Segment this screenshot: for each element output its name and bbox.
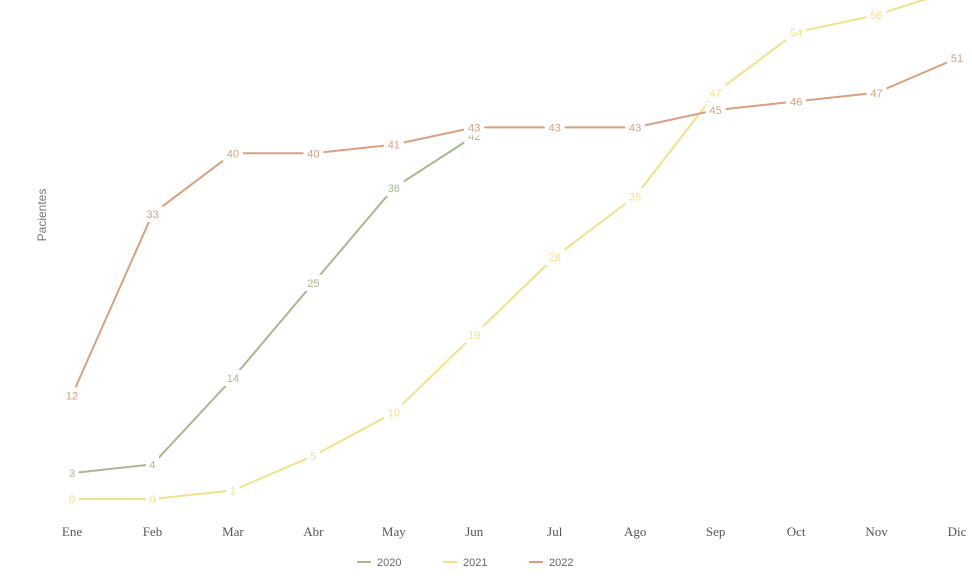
- data-label-2021-mar: 1: [230, 485, 236, 497]
- data-label-bg: [866, 84, 887, 101]
- x-axis-ticks: Ene Feb Mar Abr May Jun Jul Ago Sep Oct Nov Dic: [62, 524, 967, 539]
- data-label-2022-abr: 40: [307, 148, 319, 160]
- data-label-bg: [303, 274, 324, 291]
- x-tick-ago: Ago: [624, 524, 646, 539]
- legend-label-2022: 2022: [549, 557, 573, 569]
- data-label-bg: [303, 145, 324, 162]
- series-line-2022: [71, 57, 958, 397]
- data-label-bg: [142, 205, 163, 222]
- data-label-bg: [65, 491, 79, 507]
- data-label-bg: [383, 136, 404, 153]
- data-label-bg: [705, 84, 726, 101]
- data-label-bg: [866, 7, 887, 23]
- series-line-2021: [71, 0, 927, 500]
- x-tick-dic: Dic: [948, 524, 967, 539]
- data-label-bg: [786, 24, 807, 41]
- x-tick-jul: Jul: [547, 524, 563, 539]
- data-label-bg: [544, 249, 565, 265]
- legend-label-2020: 2020: [377, 557, 401, 569]
- data-label-2022-dic: 51: [951, 53, 963, 65]
- data-label-bg: [145, 491, 159, 507]
- y-axis-label: Pacientes: [35, 189, 49, 242]
- legend-label-2021: 2021: [463, 557, 487, 569]
- data-label-2020-abr: 25: [307, 278, 319, 290]
- data-label-bg: [222, 145, 243, 162]
- data-label-bg: [464, 119, 485, 136]
- data-label-2021-oct: 54: [790, 27, 802, 39]
- data-label-bg: [222, 370, 243, 386]
- data-label-bg: [625, 119, 646, 136]
- data-label-bg: [786, 93, 807, 110]
- data-label-2021-ago: 35: [629, 192, 641, 204]
- data-label-2022-mar: 40: [227, 148, 239, 160]
- data-label-2020-mar: 14: [227, 373, 239, 385]
- data-label-2022-oct: 46: [790, 96, 802, 108]
- data-label-2022-jul: 43: [549, 122, 561, 134]
- data-label-2021-ene: 0: [69, 494, 75, 506]
- x-tick-oct: Oct: [787, 524, 806, 539]
- data-label-2021-abr: 5: [310, 451, 316, 463]
- data-label-bg: [705, 102, 726, 119]
- data-label-bg: [544, 119, 565, 136]
- series-lines: [71, 0, 958, 500]
- data-label-2022-feb: 33: [146, 209, 158, 221]
- data-label-bg: [306, 447, 320, 464]
- data-label-bg: [947, 50, 967, 67]
- data-label-bg: [62, 387, 82, 404]
- data-label-2022-ago: 43: [629, 122, 641, 134]
- data-label-bg: [383, 179, 404, 196]
- x-tick-nov: Nov: [865, 524, 888, 539]
- data-label-2021-jun: 19: [468, 330, 480, 342]
- data-label-2022-sep: 45: [710, 105, 722, 117]
- legend: 2020 2021 2022: [357, 557, 573, 569]
- x-tick-feb: Feb: [143, 524, 163, 539]
- data-label-2020-may: 36: [388, 183, 400, 195]
- x-tick-abr: Abr: [303, 524, 324, 539]
- data-label-2022-nov: 47: [870, 88, 882, 100]
- x-tick-may: May: [382, 524, 406, 539]
- data-label-bg: [145, 456, 159, 473]
- data-label-2021-jul: 28: [549, 252, 561, 264]
- data-label-2021-nov: 56: [870, 10, 882, 22]
- data-label-2021-sep: 47: [710, 88, 722, 100]
- data-label-2022-may: 41: [388, 140, 400, 152]
- data-label-2022-jun: 43: [468, 122, 480, 134]
- data-label-bg: [464, 326, 485, 343]
- series-line-2020: [71, 135, 476, 475]
- x-tick-ene: Ene: [62, 524, 82, 539]
- data-label-bg: [383, 404, 404, 421]
- data-label-2021-may: 10: [388, 408, 400, 420]
- data-label-2020-ene: 3: [69, 468, 75, 480]
- data-labels: 3414253642001510192835475456591233404041…: [62, 7, 967, 507]
- data-label-bg: [226, 482, 240, 499]
- x-tick-jun: Jun: [465, 524, 484, 539]
- data-label-bg: [625, 188, 646, 205]
- data-label-2020-feb: 4: [149, 459, 155, 471]
- x-tick-mar: Mar: [222, 524, 244, 539]
- data-label-bg: [65, 465, 79, 482]
- data-label-2021-feb: 0: [149, 494, 155, 506]
- x-tick-sep: Sep: [706, 524, 726, 539]
- data-label-2022-ene: 12: [66, 390, 78, 402]
